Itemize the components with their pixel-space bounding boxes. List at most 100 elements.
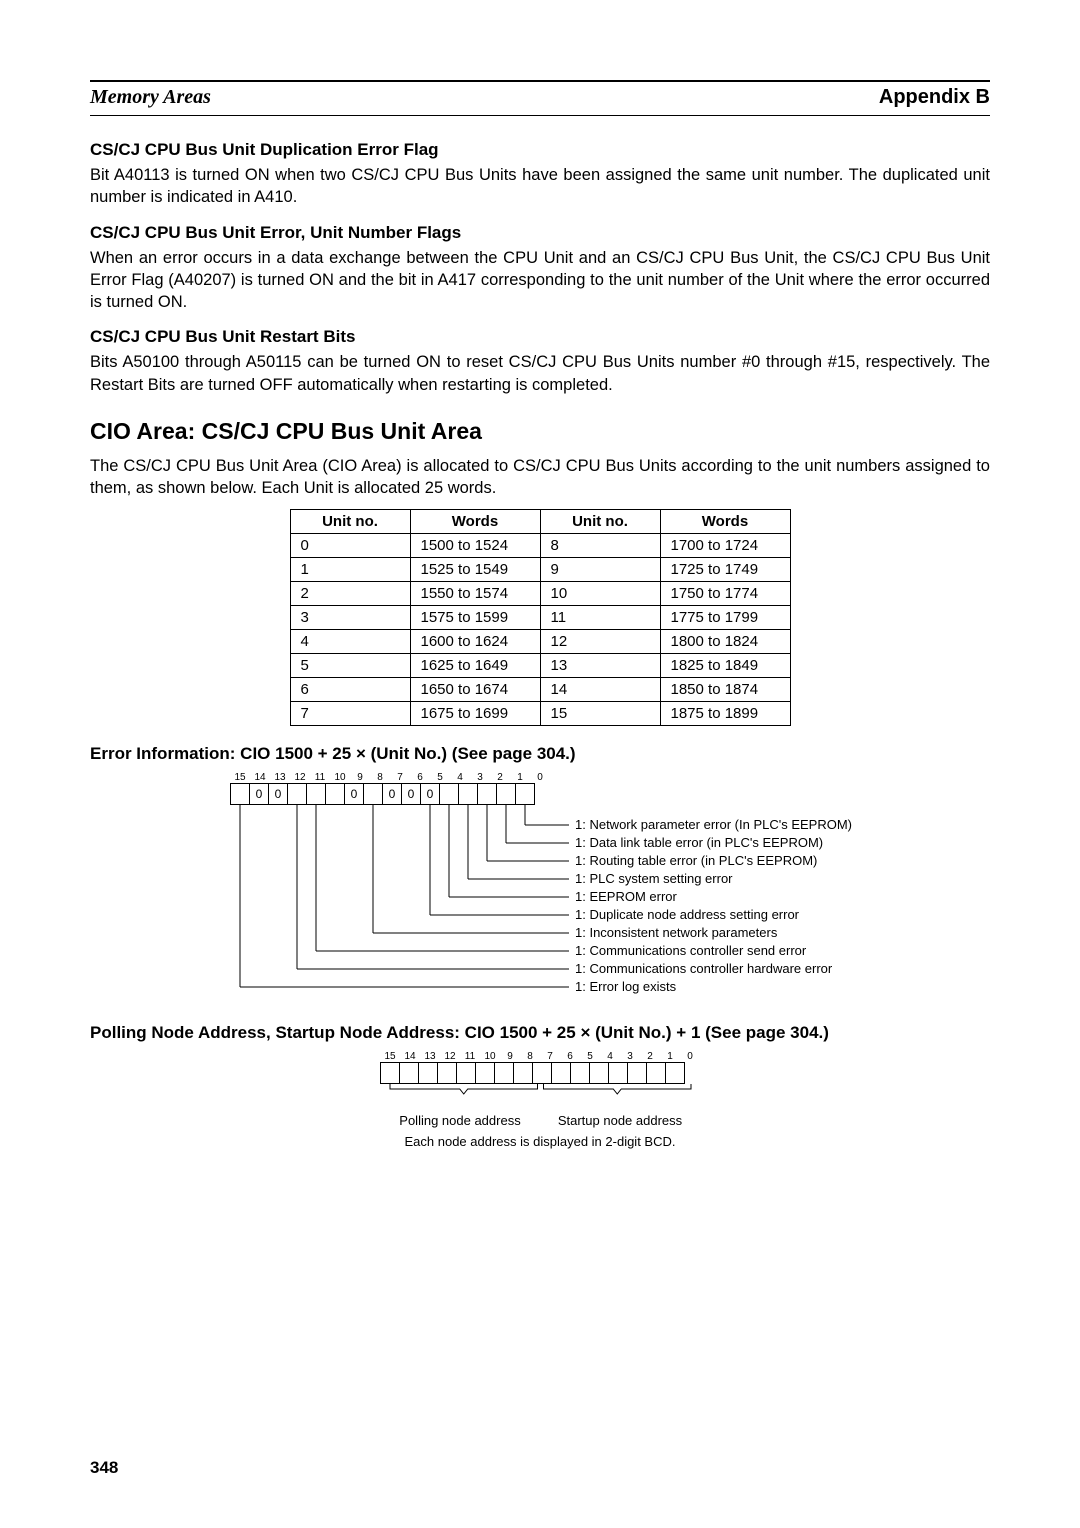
bit-cell [437,1062,457,1084]
bit-number: 0 [530,772,550,783]
bit-number: 0 [680,1051,700,1062]
bit-cell: 0 [268,783,288,805]
bit-cell [363,783,383,805]
table-cell: 0 [290,534,410,558]
diagram-label: 1: Communications controller send error [575,943,807,958]
diagram-label: 1: Network parameter error (In PLC's EEP… [575,817,852,832]
bit-number: 6 [410,772,430,783]
table-cell: 1650 to 1674 [410,678,540,702]
error-info-title: Error Information: CIO 1500 + 25 × (Unit… [90,744,990,764]
bit-cell [475,1062,495,1084]
table-cell: 14 [540,678,660,702]
restart-title: CS/CJ CPU Bus Unit Restart Bits [90,327,990,347]
bit-number: 5 [430,772,450,783]
bit-cell [399,1062,419,1084]
bit-number: 10 [480,1051,500,1062]
table-cell: 1550 to 1574 [410,582,540,606]
bit-number: 13 [270,772,290,783]
bit-cell [513,1062,533,1084]
diagram-label: 1: EEPROM error [575,889,678,904]
table-cell: 1600 to 1624 [410,630,540,654]
bit-cell [325,783,345,805]
diagram-label: 1: Data link table error (in PLC's EEPRO… [575,835,823,850]
bit-number: 12 [290,772,310,783]
table-cell: 11 [540,606,660,630]
bit-cell: 0 [344,783,364,805]
table-cell: 7 [290,702,410,726]
bit-cell: 0 [249,783,269,805]
polling-right-label: Startup node address [540,1113,700,1128]
bit-cell [230,783,250,805]
cio-area-title: CIO Area: CS/CJ CPU Bus Unit Area [90,418,990,445]
th-unit2: Unit no. [540,510,660,534]
table-cell: 1750 to 1774 [660,582,790,606]
bit-number: 10 [330,772,350,783]
bit-cell [627,1062,647,1084]
table-cell: 1825 to 1849 [660,654,790,678]
table-cell: 2 [290,582,410,606]
bit-cell [458,783,478,805]
bit-cell: 0 [382,783,402,805]
bit-number: 8 [520,1051,540,1062]
table-cell: 10 [540,582,660,606]
table-row: 61650 to 1674141850 to 1874 [290,678,790,702]
bit-cell [646,1062,666,1084]
table-cell: 1500 to 1524 [410,534,540,558]
table-row: 31575 to 1599111775 to 1799 [290,606,790,630]
bit-number: 9 [350,772,370,783]
th-words2: Words [660,510,790,534]
bit-number: 15 [230,772,250,783]
diagram-label: 1: Duplicate node address setting error [575,907,800,922]
bit-cell [496,783,516,805]
table-row: 11525 to 154991725 to 1749 [290,558,790,582]
bit-cell [532,1062,552,1084]
table-cell: 9 [540,558,660,582]
bit-cell [551,1062,571,1084]
table-row: 71675 to 1699151875 to 1899 [290,702,790,726]
table-cell: 6 [290,678,410,702]
bit-number: 11 [310,772,330,783]
table-cell: 1725 to 1749 [660,558,790,582]
table-cell: 1800 to 1824 [660,630,790,654]
bit-cell [665,1062,685,1084]
bit-number: 14 [400,1051,420,1062]
restart-body: Bits A50100 through A50115 can be turned… [90,351,990,396]
bit-number: 2 [640,1051,660,1062]
bit-number: 11 [460,1051,480,1062]
table-cell: 8 [540,534,660,558]
bit-number: 15 [380,1051,400,1062]
bit-cell [439,783,459,805]
diagram-label: 1: Error log exists [575,979,677,994]
table-cell: 1625 to 1649 [410,654,540,678]
table-cell: 1775 to 1799 [660,606,790,630]
bit-number: 7 [540,1051,560,1062]
err-flags-body: When an error occurs in a data exchange … [90,247,990,314]
table-cell: 1700 to 1724 [660,534,790,558]
table-cell: 1 [290,558,410,582]
bit-number: 7 [390,772,410,783]
unit-table-wrap: Unit no. Words Unit no. Words 01500 to 1… [90,509,990,726]
diagram-label: 1: Inconsistent network parameters [575,925,778,940]
diagram-label: 1: Routing table error (in PLC's EEPROM) [575,853,817,868]
bit-number: 13 [420,1051,440,1062]
page-header: Memory Areas Appendix B [90,80,990,116]
table-row: 21550 to 1574101750 to 1774 [290,582,790,606]
bit-cell [418,1062,438,1084]
table-cell: 3 [290,606,410,630]
bit-cell [306,783,326,805]
table-cell: 1575 to 1599 [410,606,540,630]
table-cell: 4 [290,630,410,654]
bit-number: 4 [600,1051,620,1062]
page-number: 348 [90,1458,118,1478]
bit-cell [608,1062,628,1084]
bit-number: 12 [440,1051,460,1062]
bit-cell [380,1062,400,1084]
bit-number: 14 [250,772,270,783]
table-cell: 15 [540,702,660,726]
bit-number: 6 [560,1051,580,1062]
err-flags-title: CS/CJ CPU Bus Unit Error, Unit Number Fl… [90,223,990,243]
bit-cell [287,783,307,805]
bit-number: 5 [580,1051,600,1062]
table-cell: 5 [290,654,410,678]
bit-cell [456,1062,476,1084]
